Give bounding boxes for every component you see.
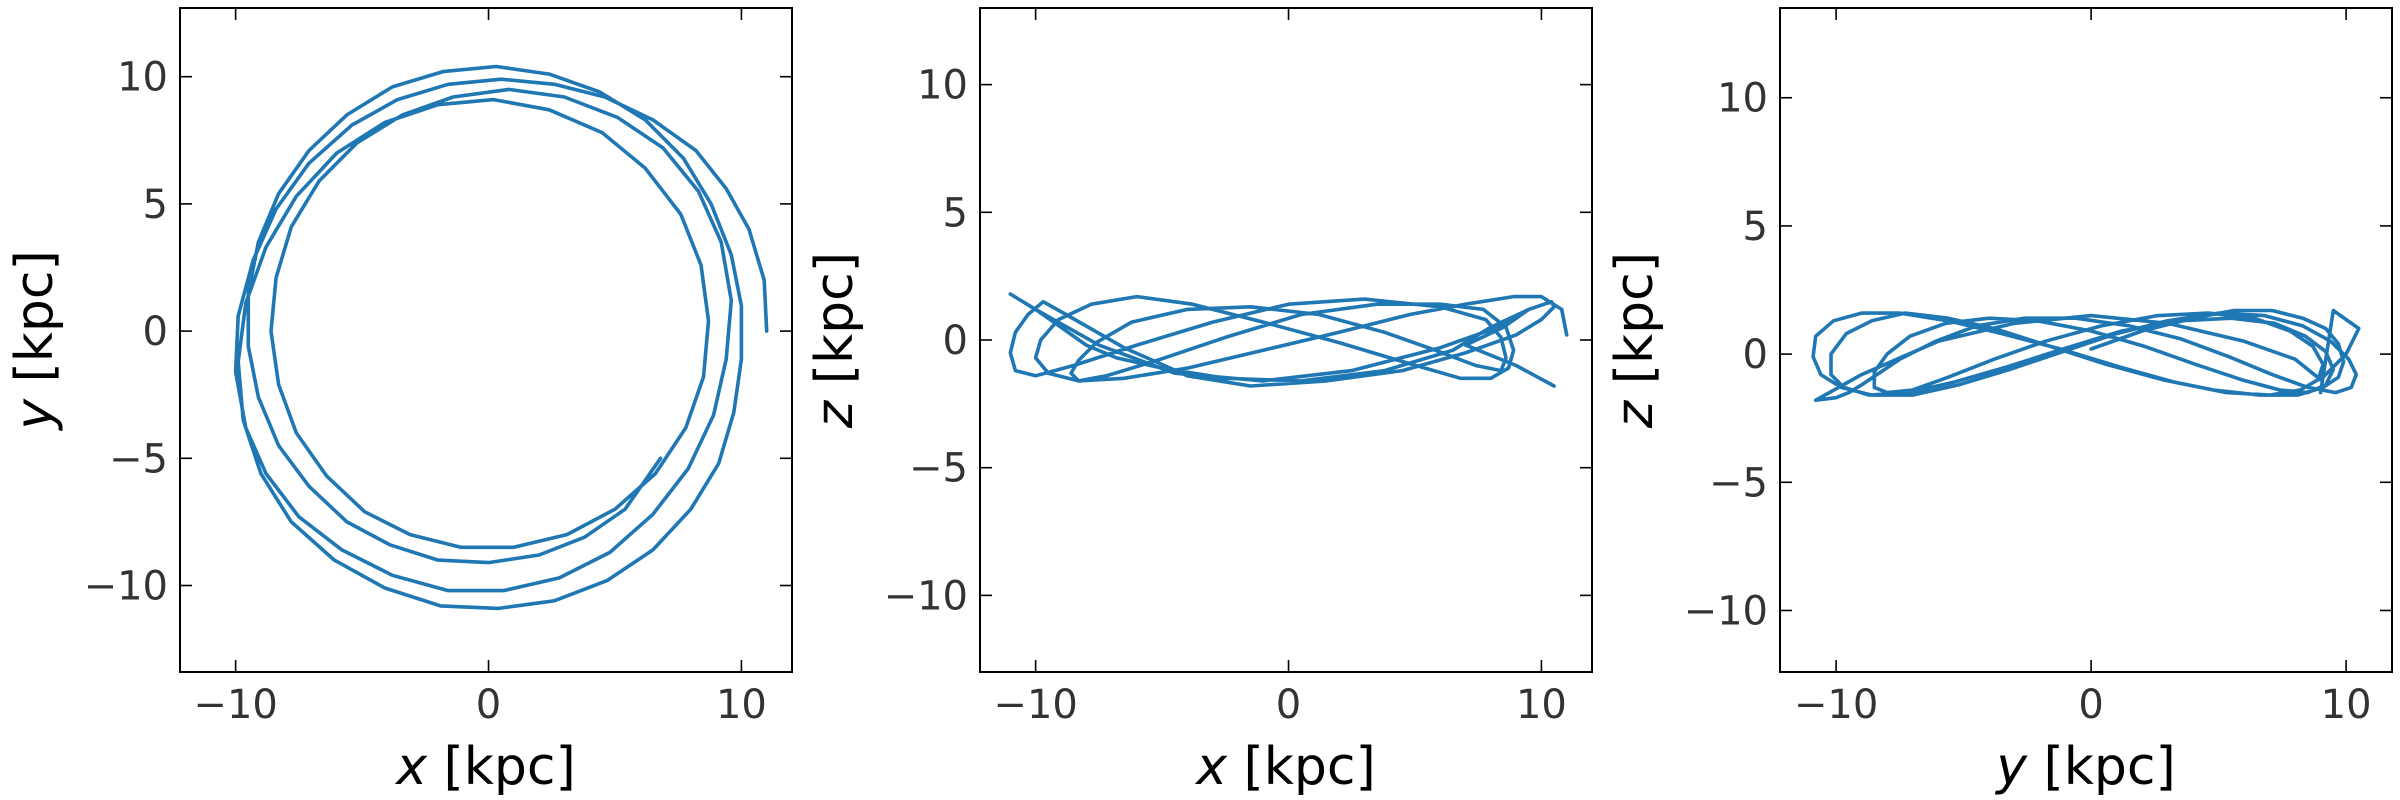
y-tick-label: 5 bbox=[943, 190, 968, 236]
y-tick-label: 10 bbox=[117, 55, 168, 101]
y-tick-label: 5 bbox=[1743, 204, 1768, 250]
x-tick-label: 10 bbox=[716, 682, 767, 728]
x-axis-label: x [kpc] bbox=[1194, 737, 1376, 797]
axes-frame-xy bbox=[179, 7, 793, 673]
y-tick-label: −5 bbox=[1709, 460, 1768, 506]
x-axis-label: x [kpc] bbox=[394, 737, 576, 797]
y-tick-label: −10 bbox=[1684, 588, 1768, 634]
y-tick-label: −10 bbox=[84, 564, 168, 610]
y-axis-label: z [kpc] bbox=[1605, 252, 1665, 429]
y-axis-unit: [kpc] bbox=[1605, 252, 1665, 401]
axes-frame-yz bbox=[1779, 7, 2393, 673]
y-axis-unit: [kpc] bbox=[805, 252, 865, 401]
y-axis-variable: z bbox=[1605, 399, 1665, 429]
y-tick-label: −10 bbox=[884, 573, 968, 619]
y-tick-label: 10 bbox=[917, 63, 968, 109]
y-tick-label: 10 bbox=[1717, 76, 1768, 122]
y-tick-label: 0 bbox=[1743, 332, 1768, 378]
y-axis-variable: z bbox=[805, 399, 865, 429]
x-axis-unit: [kpc] bbox=[1227, 737, 1376, 797]
orbit-trajectory-xy bbox=[233, 64, 769, 611]
y-tick-label: −5 bbox=[909, 446, 968, 492]
x-axis-label: y [kpc] bbox=[1994, 737, 2176, 797]
orbit-trajectory-yz bbox=[1811, 308, 2361, 402]
y-tick-label: 5 bbox=[143, 182, 168, 228]
orbit-trajectory-xz bbox=[1008, 292, 1569, 388]
y-tick-label: −5 bbox=[109, 436, 168, 482]
x-tick-label: 0 bbox=[476, 682, 501, 728]
x-axis-variable: x bbox=[1194, 737, 1228, 797]
y-tick-label: 0 bbox=[943, 318, 968, 364]
y-tick-label: 0 bbox=[143, 309, 168, 355]
x-tick-label: 10 bbox=[2321, 682, 2372, 728]
y-axis-label: z [kpc] bbox=[805, 252, 865, 429]
y-axis-unit: [kpc] bbox=[5, 250, 65, 399]
x-tick-label: −10 bbox=[1794, 682, 1878, 728]
x-axis-variable: x bbox=[394, 737, 428, 797]
x-tick-label: 10 bbox=[1516, 682, 1567, 728]
x-tick-label: 0 bbox=[2078, 682, 2103, 728]
y-axis-label: y [kpc] bbox=[5, 250, 65, 432]
y-axis-variable: y bbox=[5, 398, 65, 432]
x-axis-unit: [kpc] bbox=[427, 737, 576, 797]
x-tick-label: 0 bbox=[1276, 682, 1301, 728]
x-axis-unit: [kpc] bbox=[2027, 737, 2176, 797]
x-tick-label: −10 bbox=[193, 682, 277, 728]
x-tick-label: −10 bbox=[993, 682, 1077, 728]
x-axis-variable: y bbox=[1994, 737, 2028, 797]
